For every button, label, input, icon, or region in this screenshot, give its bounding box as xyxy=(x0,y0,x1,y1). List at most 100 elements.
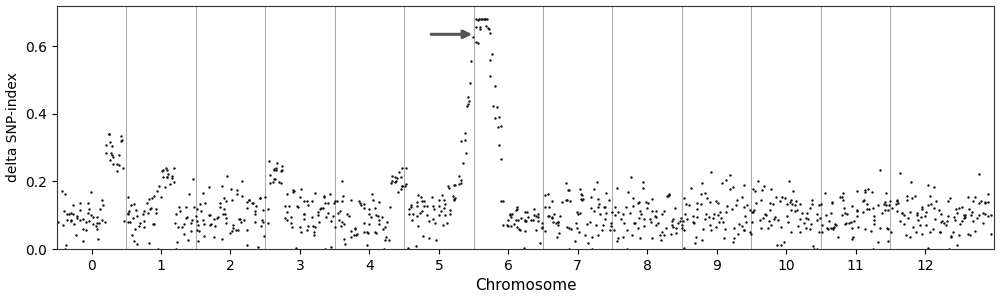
Point xyxy=(957,213,973,218)
Point xyxy=(654,211,670,216)
Point xyxy=(583,206,599,210)
Point xyxy=(306,229,322,234)
Point xyxy=(127,227,143,231)
Point xyxy=(414,209,430,214)
Point xyxy=(725,239,741,244)
Point xyxy=(904,195,920,200)
Point xyxy=(588,223,604,228)
Point xyxy=(337,242,353,247)
Point xyxy=(971,213,987,217)
Point xyxy=(957,215,973,219)
Point xyxy=(745,210,761,214)
Point xyxy=(65,202,81,207)
Point xyxy=(951,205,967,210)
Point xyxy=(739,203,755,208)
Point xyxy=(909,213,925,217)
Point xyxy=(834,212,850,217)
Point xyxy=(56,208,72,213)
Point xyxy=(206,235,222,240)
Point xyxy=(607,204,623,209)
Point xyxy=(558,198,574,202)
Point xyxy=(436,206,452,210)
Point xyxy=(532,240,548,245)
Point xyxy=(387,175,403,180)
Point xyxy=(433,209,449,213)
Point xyxy=(817,191,833,196)
Point xyxy=(870,240,886,245)
Point xyxy=(866,218,882,223)
Point xyxy=(705,216,721,220)
Point xyxy=(708,199,724,204)
Point xyxy=(540,213,556,218)
Point xyxy=(85,214,101,219)
Point xyxy=(159,174,175,179)
Point xyxy=(642,217,658,222)
Point xyxy=(179,215,195,219)
Point xyxy=(809,247,825,251)
Point xyxy=(190,239,206,243)
Point xyxy=(141,241,157,246)
Point xyxy=(698,212,714,217)
Point xyxy=(632,208,648,213)
Point xyxy=(201,213,217,218)
Point xyxy=(446,196,462,201)
Point xyxy=(701,214,717,219)
Point xyxy=(300,224,316,228)
Point xyxy=(703,228,719,233)
Point xyxy=(356,221,372,225)
Point xyxy=(648,215,664,220)
Point xyxy=(844,225,860,230)
Point xyxy=(286,188,302,193)
Point xyxy=(983,231,999,236)
Point xyxy=(758,212,774,217)
Point xyxy=(188,213,204,218)
Point xyxy=(866,222,882,226)
Point xyxy=(277,204,293,209)
Point xyxy=(458,151,474,155)
Point xyxy=(550,222,566,227)
Point xyxy=(183,229,199,234)
Point xyxy=(115,165,131,170)
Point xyxy=(405,211,421,216)
Point xyxy=(166,165,182,170)
Point xyxy=(582,219,598,224)
Point xyxy=(941,247,957,251)
Point xyxy=(256,234,272,239)
Point xyxy=(889,199,905,204)
Point xyxy=(447,195,463,200)
Point xyxy=(528,214,544,219)
Point xyxy=(559,197,575,202)
Point xyxy=(980,214,996,219)
Point xyxy=(765,202,781,206)
Point xyxy=(391,170,407,175)
Point xyxy=(468,40,484,45)
Point xyxy=(63,218,79,223)
Point xyxy=(664,222,680,227)
Point xyxy=(145,222,161,226)
Point xyxy=(136,209,152,214)
Point xyxy=(260,221,276,226)
Point xyxy=(186,205,202,210)
Point xyxy=(685,214,701,219)
Point xyxy=(736,228,752,232)
Point xyxy=(384,174,400,179)
Point xyxy=(191,228,207,233)
Point xyxy=(892,170,908,175)
Point xyxy=(312,207,328,211)
Point xyxy=(155,168,171,173)
Point xyxy=(170,225,186,230)
Point xyxy=(677,212,693,217)
Point xyxy=(364,192,380,196)
Point xyxy=(558,180,574,185)
Point xyxy=(748,200,764,205)
Point xyxy=(431,204,447,209)
Point xyxy=(942,195,958,200)
Point xyxy=(577,233,593,238)
Point xyxy=(329,198,345,203)
Point xyxy=(708,225,724,229)
Point xyxy=(809,212,825,216)
Point xyxy=(293,187,309,191)
Point xyxy=(247,211,263,216)
Point xyxy=(821,219,837,223)
Point xyxy=(387,180,403,185)
